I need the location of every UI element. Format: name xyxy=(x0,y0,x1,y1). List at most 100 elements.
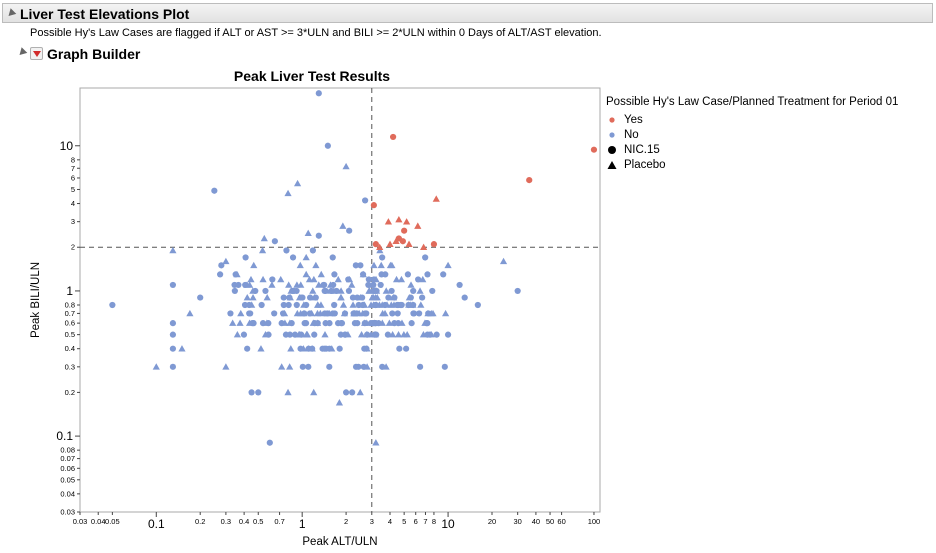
legend-label: NIC.15 xyxy=(624,143,660,156)
x-tick-label: 100 xyxy=(588,517,601,526)
yes-point xyxy=(414,222,422,229)
outline-header[interactable]: Liver Test Elevations Plot xyxy=(2,3,933,23)
no-point xyxy=(169,331,177,338)
no-point xyxy=(326,345,333,352)
graph-builder-title: Graph Builder xyxy=(47,46,141,62)
no-point xyxy=(410,301,417,309)
x-tick-label: 1 xyxy=(299,517,306,531)
y-tick-label: 3 xyxy=(71,217,75,226)
no-point xyxy=(257,345,265,352)
red-triangle-menu-icon[interactable] xyxy=(30,47,43,60)
no-point xyxy=(357,262,364,269)
no-point xyxy=(394,331,403,338)
y-tick-label: 1 xyxy=(66,284,73,298)
no-point xyxy=(317,270,325,278)
x-tick-label: 10 xyxy=(441,517,455,531)
no-point xyxy=(405,301,412,309)
no-point xyxy=(305,363,312,370)
no-point xyxy=(217,271,224,278)
no-point xyxy=(109,301,116,309)
x-tick-label: 40 xyxy=(532,517,540,526)
legend-item-yes[interactable]: Yes xyxy=(606,112,898,127)
no-point xyxy=(293,309,301,317)
x-tick-label: 0.2 xyxy=(195,517,205,526)
y-tick-label: 10 xyxy=(60,139,74,153)
no-point xyxy=(378,301,386,308)
no-point xyxy=(284,189,292,197)
legend-item-placebo[interactable]: Placebo xyxy=(606,157,898,172)
no-point xyxy=(315,281,323,288)
no-point xyxy=(281,319,289,326)
y-tick-label: 0.7 xyxy=(65,309,75,318)
no-point xyxy=(258,246,267,254)
no-point xyxy=(315,232,322,239)
no-point xyxy=(377,261,385,269)
no-point xyxy=(242,281,249,289)
no-point xyxy=(407,294,414,301)
no-point xyxy=(307,294,314,301)
no-point xyxy=(169,320,177,327)
no-point xyxy=(444,331,452,338)
no-point xyxy=(302,253,310,261)
x-tick-label: 2 xyxy=(344,517,348,526)
no-point xyxy=(333,287,340,295)
no-point xyxy=(297,345,304,352)
no-point xyxy=(337,331,344,338)
legend-item-nic15[interactable]: NIC.15 xyxy=(606,142,898,157)
no-point xyxy=(305,275,314,283)
no-point xyxy=(379,254,386,261)
no-point xyxy=(330,281,337,289)
x-tick-label: 0.04 xyxy=(91,517,106,526)
y-tick-label: 0.2 xyxy=(65,388,75,397)
no-point xyxy=(349,389,356,396)
no-point xyxy=(277,275,285,283)
no-point xyxy=(304,345,312,352)
no-point xyxy=(352,262,359,269)
no-point xyxy=(321,281,328,289)
no-point xyxy=(241,301,249,309)
no-point xyxy=(286,331,294,338)
no-point xyxy=(388,261,396,269)
no-point xyxy=(416,310,423,317)
no-point xyxy=(391,320,398,327)
legend-item-no[interactable]: No xyxy=(606,127,898,142)
x-tick-label: 60 xyxy=(557,517,565,526)
legend: Possible Hy's Law Case/Planned Treatment… xyxy=(606,96,898,172)
no-point xyxy=(403,331,411,338)
no-point xyxy=(415,276,422,283)
no-point xyxy=(231,287,238,295)
no-point xyxy=(370,261,378,269)
no-point xyxy=(271,310,278,317)
no-point xyxy=(372,439,380,446)
no-point xyxy=(266,439,273,446)
no-point xyxy=(244,345,251,352)
no-point xyxy=(240,331,248,338)
no-point xyxy=(293,281,301,288)
yes-point xyxy=(384,218,393,225)
x-tick-label: 5 xyxy=(402,517,406,526)
no-point xyxy=(395,301,402,309)
no-point xyxy=(265,331,272,338)
y-axis-label: Peak BILI/ULN xyxy=(30,262,42,338)
yes-point xyxy=(403,218,411,225)
no-point xyxy=(259,320,267,327)
no-point xyxy=(321,287,328,295)
yes-point xyxy=(392,237,400,245)
no-point xyxy=(271,238,278,245)
y-tick-label: 0.1 xyxy=(56,429,73,443)
no-point xyxy=(229,319,237,326)
no-point xyxy=(403,345,410,352)
no-point xyxy=(265,320,272,327)
no-point xyxy=(324,310,331,317)
no-point xyxy=(345,276,352,283)
no-point xyxy=(324,142,331,149)
no-point xyxy=(250,261,258,269)
no-point xyxy=(370,276,378,283)
x-tick-label: 0.1 xyxy=(148,517,165,531)
no-point xyxy=(328,287,335,295)
no-point xyxy=(285,281,293,288)
no-point xyxy=(364,331,371,338)
no-point xyxy=(331,301,338,309)
no-point xyxy=(233,331,241,338)
no-point xyxy=(299,294,306,301)
